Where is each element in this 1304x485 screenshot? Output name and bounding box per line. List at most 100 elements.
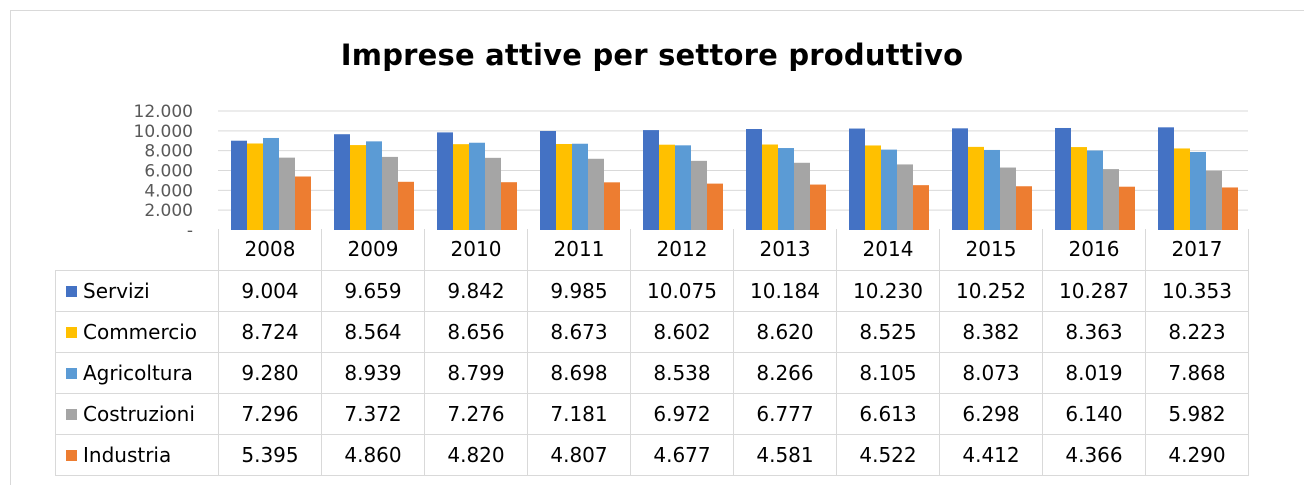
data-label: 4.581 (733, 433, 837, 476)
data-label: 9.659 (321, 269, 425, 312)
bar-industria-2010 (501, 182, 517, 230)
data-label: 4.290 (1145, 433, 1249, 476)
data-label: 9.842 (424, 269, 528, 312)
data-label: 4.860 (321, 433, 425, 476)
bar-industria-2013 (810, 184, 826, 230)
series-legend-cell: Agricoltura (55, 351, 219, 394)
bar-agricoltura-2011 (572, 143, 588, 230)
data-label: 6.298 (939, 392, 1043, 435)
bar-servizi-2012 (643, 130, 659, 230)
data-label: 4.807 (527, 433, 631, 476)
series-legend-cell: Costruzioni (55, 392, 219, 435)
series-legend-cell: Servizi (55, 269, 219, 312)
data-label: 8.620 (733, 310, 837, 353)
category-label: 2009 (321, 229, 425, 271)
data-label: 9.985 (527, 269, 631, 312)
category-label: 2017 (1145, 229, 1249, 271)
legend-swatch (66, 408, 77, 420)
data-label: 8.525 (836, 310, 940, 353)
data-label: 8.073 (939, 351, 1043, 394)
data-label: 10.252 (939, 269, 1043, 312)
bar-commercio-2014 (865, 145, 881, 230)
y-tick-label: 12.000 (134, 102, 193, 122)
table-corner (55, 229, 219, 271)
table-row: Costruzioni 7.296 7.372 7.276 7.181 6.972 6.77… (55, 392, 1249, 435)
data-label: 9.004 (218, 269, 322, 312)
data-label: 8.602 (630, 310, 734, 353)
series-name: Industria (83, 442, 172, 467)
bar-agricoltura-2016 (1087, 150, 1103, 230)
series-legend-cell: Industria (55, 433, 219, 476)
data-label: 6.972 (630, 392, 734, 435)
data-label: 8.266 (733, 351, 837, 394)
bar-agricoltura-2014 (881, 149, 897, 230)
bar-industria-2015 (1016, 186, 1032, 230)
bar-costruzioni-2012 (691, 160, 707, 230)
data-label: 7.372 (321, 392, 425, 435)
y-tick-label: 10.000 (134, 122, 193, 142)
bar-industria-2014 (913, 185, 929, 230)
category-label: 2011 (527, 229, 631, 271)
bar-agricoltura-2012 (675, 145, 691, 230)
data-table: 2008 2009 2010 2011 2012 2013 2014 2015 2016 2017… (55, 229, 1249, 476)
data-label: 7.296 (218, 392, 322, 435)
bars (231, 127, 1238, 230)
bar-industria-2011 (604, 182, 620, 230)
data-label: 8.656 (424, 310, 528, 353)
y-tick-label: 8.000 (144, 142, 193, 162)
bar-agricoltura-2008 (263, 137, 279, 230)
table-header-row: 2008 2009 2010 2011 2012 2013 2014 2015 2016 2017 (55, 229, 1249, 271)
bar-costruzioni-2010 (485, 157, 501, 230)
bar-costruzioni-2015 (1000, 167, 1016, 230)
table-row: Servizi 9.004 9.659 9.842 9.985 10.075 10.184 1… (55, 269, 1249, 312)
bar-costruzioni-2014 (897, 164, 913, 230)
data-label: 10.184 (733, 269, 837, 312)
bar-commercio-2017 (1174, 148, 1190, 230)
data-label: 7.181 (527, 392, 631, 435)
data-label: 7.276 (424, 392, 528, 435)
series-name: Costruzioni (83, 401, 195, 426)
bar-agricoltura-2010 (469, 142, 485, 230)
bar-costruzioni-2008 (279, 157, 295, 230)
data-label: 10.353 (1145, 269, 1249, 312)
data-label: 8.223 (1145, 310, 1249, 353)
series-name: Agricoltura (83, 360, 193, 385)
legend-swatch (66, 285, 77, 297)
bar-servizi-2008 (231, 140, 247, 230)
y-tick-label: 6.000 (144, 162, 193, 182)
bar-industria-2017 (1222, 187, 1238, 230)
bar-industria-2016 (1119, 186, 1135, 230)
data-label: 10.287 (1042, 269, 1146, 312)
chart-title: Imprese attive per settore produttivo (340, 38, 964, 72)
bar-commercio-2011 (556, 143, 572, 230)
table-row: Commercio 8.724 8.564 8.656 8.673 8.602 8.620 8… (55, 310, 1249, 353)
bar-commercio-2015 (968, 146, 984, 230)
bar-agricoltura-2013 (778, 148, 794, 230)
bar-agricoltura-2015 (984, 149, 1000, 230)
category-label: 2010 (424, 229, 528, 271)
bar-servizi-2013 (746, 129, 762, 230)
category-label: 2014 (836, 229, 940, 271)
bar-servizi-2014 (849, 128, 865, 230)
data-label: 6.613 (836, 392, 940, 435)
bar-costruzioni-2009 (382, 156, 398, 230)
legend-swatch (66, 326, 77, 338)
bar-costruzioni-2016 (1103, 169, 1119, 230)
y-tick-label: 2.000 (144, 201, 193, 221)
legend-swatch (66, 367, 77, 379)
data-label: 5.982 (1145, 392, 1249, 435)
data-label: 8.799 (424, 351, 528, 394)
data-label: 8.698 (527, 351, 631, 394)
data-label: 8.538 (630, 351, 734, 394)
bar-commercio-2008 (247, 143, 263, 230)
data-label: 8.382 (939, 310, 1043, 353)
category-label: 2008 (218, 229, 322, 271)
table-row: Agricoltura 9.280 8.939 8.799 8.698 8.538 8.26… (55, 351, 1249, 394)
bar-costruzioni-2017 (1206, 170, 1222, 230)
y-tick-label: 4.000 (144, 181, 193, 201)
series-name: Servizi (83, 278, 150, 303)
bar-servizi-2010 (437, 132, 453, 230)
data-label: 4.366 (1042, 433, 1146, 476)
category-label: 2013 (733, 229, 837, 271)
